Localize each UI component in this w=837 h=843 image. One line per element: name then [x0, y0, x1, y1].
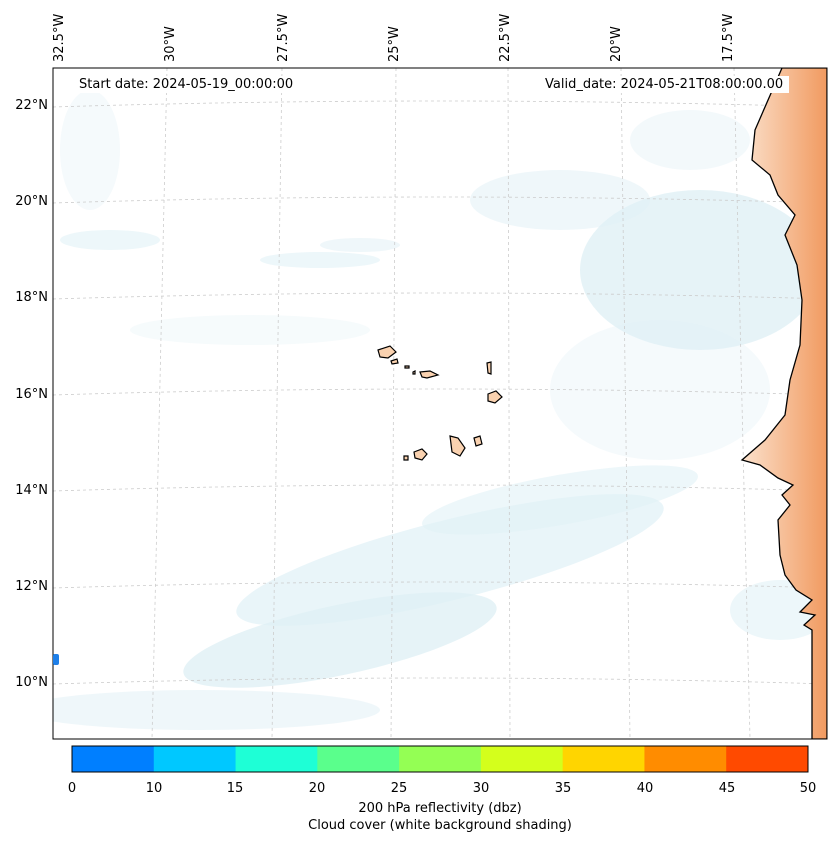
colorbar — [72, 746, 809, 772]
colorbar-segment-8 — [726, 746, 809, 772]
colorbar-tick-30: 30 — [472, 781, 490, 796]
colorbar-segment-7 — [644, 746, 727, 772]
lon-label-32-5w: 32.5°W — [52, 13, 67, 62]
cape-verde-islands — [377, 345, 503, 461]
colorbar-tick-0: 0 — [67, 781, 77, 796]
colorbar-tick-40: 40 — [636, 781, 654, 796]
colorbar-frame — [71, 745, 809, 773]
africa-coastline — [740, 68, 827, 739]
colorbar-sublabel: Cloud cover (white background shading) — [308, 818, 572, 833]
colorbar-segment-2 — [235, 746, 318, 772]
lon-label-17-5w: 17.5°W — [721, 13, 736, 62]
cloud-cover-shading — [53, 90, 827, 730]
lat-label-12n: 12°N — [15, 579, 48, 594]
graticule — [53, 68, 827, 739]
lat-label-14n: 14°N — [15, 483, 48, 498]
lat-label-18n: 18°N — [15, 290, 48, 305]
lon-label-27-5w: 27.5°W — [276, 13, 291, 62]
valid-date-label: Valid_date: 2024-05-21T08:00:00.00 — [539, 76, 790, 93]
lat-label-20n: 20°N — [15, 194, 48, 209]
colorbar-segment-0 — [72, 746, 155, 772]
colorbar-segment-4 — [399, 746, 482, 772]
lat-label-22n: 22°N — [15, 98, 48, 113]
colorbar-tick-20: 20 — [308, 781, 326, 796]
colorbar-tick-35: 35 — [554, 781, 572, 796]
colorbar-tick-45: 45 — [718, 781, 736, 796]
colorbar-segment-5 — [480, 746, 564, 772]
lon-label-30w: 30°W — [163, 26, 178, 62]
lon-label-25w: 25°W — [387, 26, 402, 62]
lon-label-20w: 20°W — [609, 26, 624, 62]
lat-label-10n: 10°N — [15, 675, 48, 690]
colorbar-segment-1 — [153, 746, 237, 772]
colorbar-tick-50: 50 — [799, 781, 817, 796]
colorbar-tick-10: 10 — [145, 781, 163, 796]
colorbar-segment-3 — [317, 746, 400, 772]
lon-label-22-5w: 22.5°W — [498, 13, 513, 62]
map-frame — [52, 67, 828, 740]
colorbar-segment-6 — [562, 746, 645, 772]
start-date-label: Start date: 2024-05-19_00:00:00 — [73, 76, 300, 93]
reflectivity-marker — [53, 654, 59, 665]
colorbar-tick-25: 25 — [390, 781, 408, 796]
colorbar-tick-15: 15 — [226, 781, 244, 796]
colorbar-label: 200 hPa reflectivity (dbz) — [358, 801, 522, 816]
lat-label-16n: 16°N — [15, 387, 48, 402]
